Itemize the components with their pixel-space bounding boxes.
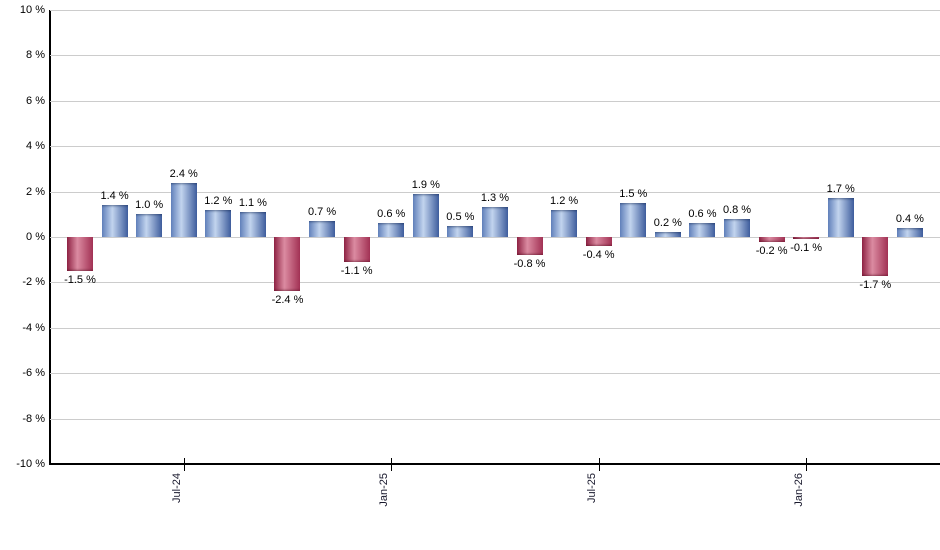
bar-value-label: 0.6 % xyxy=(688,208,717,221)
y-axis-label: 4 % xyxy=(26,140,45,153)
bar-value-label: 1.0 % xyxy=(135,199,164,212)
bar-4 xyxy=(170,182,197,237)
bar-15 xyxy=(551,209,578,237)
bar-value-label: -2.4 % xyxy=(271,294,304,307)
bar-value-label: 0.8 % xyxy=(722,203,752,216)
bar-22 xyxy=(793,237,820,240)
x-tick-label-Jan-25: Jan-25 xyxy=(378,473,391,507)
y-axis-label: -8 % xyxy=(22,412,45,425)
bar-value-label: 1.9 % xyxy=(411,178,440,191)
bar-value-label: 0.5 % xyxy=(446,210,475,223)
bar-2 xyxy=(101,205,128,237)
bar-value-label: 0.2 % xyxy=(653,217,682,230)
bar-value-label: 1.2 % xyxy=(550,194,579,207)
x-tick-Jul-25 xyxy=(598,458,600,471)
bar-value-label: 2.4 % xyxy=(169,167,198,180)
plot-area: -1.5 % 1.4 % 1.0 % 2.4 % 1.2 % 1.1 % -2.4 % 0.7… xyxy=(50,10,940,464)
bar-17 xyxy=(620,202,647,237)
bar-value-label: 0.6 % xyxy=(377,208,406,221)
bar-7 xyxy=(274,237,301,292)
bar-value-label: 0.7 % xyxy=(307,206,337,219)
bar-value-label: -1.7 % xyxy=(859,278,892,291)
bar-9 xyxy=(343,237,370,262)
bar-11 xyxy=(412,193,439,237)
bar-24 xyxy=(862,237,889,276)
bar-10 xyxy=(378,223,405,237)
gridline--4 xyxy=(50,327,940,329)
y-axis-label: 6 % xyxy=(26,94,45,107)
gridline--8 xyxy=(50,418,940,420)
y-axis-label: -6 % xyxy=(22,367,45,380)
x-tick-label-Jan-26: Jan-26 xyxy=(793,473,806,507)
bar-value-label: -1.1 % xyxy=(340,264,373,277)
gridline-10 xyxy=(50,10,940,11)
gridline--2 xyxy=(50,282,940,284)
y-axis-label: -4 % xyxy=(22,321,45,334)
bar-25 xyxy=(896,227,923,237)
bar-18 xyxy=(654,232,681,237)
y-axis-label: -2 % xyxy=(22,276,45,289)
bar-1 xyxy=(67,237,93,272)
y-axis-label: 2 % xyxy=(26,185,45,198)
bar-value-label: -0.8 % xyxy=(513,258,546,271)
x-tick-label-Jul-24: Jul-24 xyxy=(170,473,183,503)
gridline-0 xyxy=(50,237,940,238)
bar-value-label: 1.7 % xyxy=(826,183,855,196)
bar-5 xyxy=(205,209,232,237)
bar-16 xyxy=(585,237,612,247)
gridline-8 xyxy=(50,55,940,57)
y-axis-label: 0 % xyxy=(26,231,45,243)
x-tick-Jan-26 xyxy=(806,458,808,471)
x-tick-label-Jul-25: Jul-25 xyxy=(585,473,598,503)
bar-20 xyxy=(724,218,751,237)
bar-3 xyxy=(136,214,163,237)
y-axis-label: 10 % xyxy=(19,4,45,16)
bar-value-label: 1.1 % xyxy=(238,197,267,210)
bar-23 xyxy=(827,198,854,237)
bar-value-label: 1.5 % xyxy=(619,187,648,200)
bar-14 xyxy=(516,237,543,256)
bar-13 xyxy=(481,207,508,237)
y-axis-label: -10 % xyxy=(16,458,45,470)
x-tick-Jan-25 xyxy=(391,458,393,471)
x-tick-Jul-24 xyxy=(183,458,185,471)
bar-21 xyxy=(758,237,785,242)
bar-12 xyxy=(447,225,474,237)
y-axis-label: 8 % xyxy=(26,49,45,62)
bar-value-label: -0.1 % xyxy=(790,242,823,255)
bar-value-label: 1.2 % xyxy=(204,194,233,207)
bar-value-label: 1.4 % xyxy=(100,190,129,203)
bar-19 xyxy=(689,223,716,237)
bar-8 xyxy=(309,221,336,237)
x-axis-line xyxy=(49,463,940,465)
gridline-6 xyxy=(50,100,940,102)
bar-value-label: -1.5 % xyxy=(64,274,96,287)
gridline-2 xyxy=(50,191,940,193)
gridline--6 xyxy=(50,373,940,375)
bar-value-label: -0.2 % xyxy=(755,244,788,257)
bar-6 xyxy=(239,212,266,237)
bar-value-label: -0.4 % xyxy=(582,249,615,262)
bar-value-label: 0.4 % xyxy=(895,212,924,225)
bar-value-label: 1.3 % xyxy=(480,192,510,205)
gridline-4 xyxy=(50,146,940,148)
